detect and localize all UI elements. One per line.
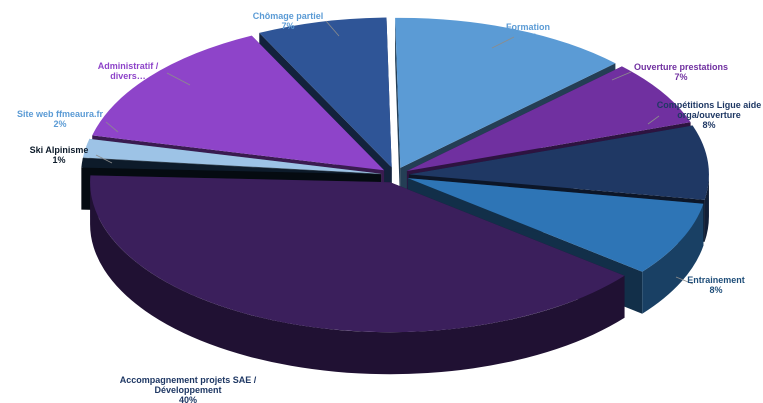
pie-label: Accompagnement projets SAE /Développemen… bbox=[120, 375, 257, 403]
slice-name-label: Chômage partiel bbox=[253, 11, 324, 21]
leader-line bbox=[675, 276, 694, 285]
slice-percent-label: 7% bbox=[281, 21, 294, 31]
pie-slice-top bbox=[259, 17, 392, 168]
pie-slice-top bbox=[408, 125, 709, 200]
pie-slice-side bbox=[90, 182, 625, 375]
pie-label: Site web ffmeaura.fr2% bbox=[17, 109, 119, 133]
leader-line bbox=[166, 72, 191, 86]
pie-slice bbox=[90, 175, 625, 375]
leader-line bbox=[325, 20, 340, 37]
pie-slice-side bbox=[704, 174, 709, 242]
slice-name-label: Site web ffmeaura.fr bbox=[17, 109, 104, 119]
pie-slice-top bbox=[406, 66, 691, 171]
slice-percent-label: 8% bbox=[709, 285, 722, 295]
leader-line bbox=[105, 121, 119, 133]
slice-name-label: Ouverture prestations bbox=[634, 62, 728, 72]
slice-name-label: divers… bbox=[110, 71, 146, 81]
slice-percent-label: 13% bbox=[519, 32, 537, 42]
slice-name-label: orga/ouverture bbox=[677, 110, 741, 120]
leader-line bbox=[647, 115, 660, 125]
pie-slice-side bbox=[642, 203, 704, 314]
pie-slice-wall bbox=[395, 17, 401, 210]
slice-name-label: Compétitions Ligue aide bbox=[657, 100, 762, 110]
slice-percent-label: 40% bbox=[179, 395, 197, 403]
leader-line bbox=[491, 36, 515, 49]
pie-label: Administratif /divers… bbox=[98, 61, 191, 86]
pie-slice-top bbox=[82, 138, 382, 174]
slice-name-label: Ski Alpinisme bbox=[30, 145, 89, 155]
pie-slices bbox=[81, 17, 709, 375]
leader-line bbox=[611, 71, 632, 81]
slice-name-label: Développement bbox=[154, 385, 221, 395]
pie-slice-top bbox=[92, 35, 385, 171]
slice-percent-label: 1% bbox=[52, 155, 65, 165]
leader-line bbox=[95, 154, 113, 164]
slice-name-label: Accompagnement projets SAE / bbox=[120, 375, 257, 385]
pie-slice-top bbox=[81, 158, 382, 175]
slice-percent-label: 8% bbox=[702, 120, 715, 130]
pie-slice-top bbox=[90, 175, 625, 333]
pie-slice-top bbox=[395, 17, 616, 168]
slice-percent-label: 2% bbox=[53, 119, 66, 129]
pie-slice-top bbox=[407, 178, 704, 272]
slice-name-label: Administratif / bbox=[98, 61, 159, 71]
slice-name-label: Entrainement bbox=[687, 275, 745, 285]
slice-percent-label: 7% bbox=[674, 72, 687, 82]
slice-name-label: Formation bbox=[506, 22, 550, 32]
